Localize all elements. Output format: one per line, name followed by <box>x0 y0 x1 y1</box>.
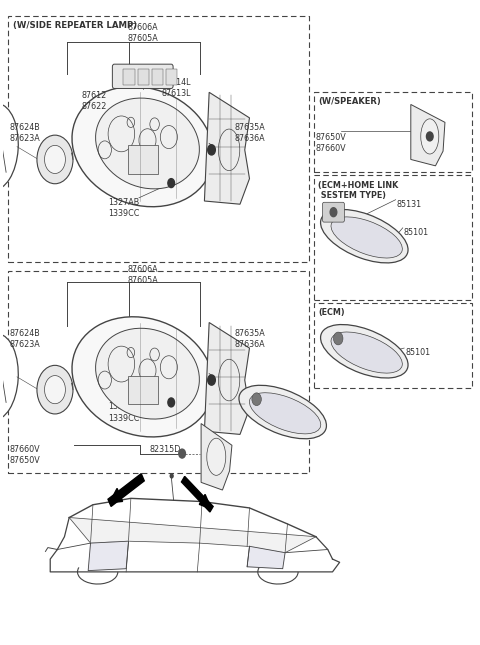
FancyBboxPatch shape <box>137 68 149 85</box>
Ellipse shape <box>0 104 18 190</box>
Polygon shape <box>109 488 122 503</box>
Text: 85101: 85101 <box>405 348 430 357</box>
Text: (W/SIDE REPEATER LAMP): (W/SIDE REPEATER LAMP) <box>13 21 137 30</box>
Circle shape <box>252 393 261 406</box>
Ellipse shape <box>0 333 18 420</box>
Ellipse shape <box>96 98 199 189</box>
Circle shape <box>170 474 173 478</box>
FancyBboxPatch shape <box>166 68 178 85</box>
Text: 85131: 85131 <box>396 200 422 209</box>
Text: 1327AB
1339CC: 1327AB 1339CC <box>108 198 140 218</box>
Polygon shape <box>247 546 285 569</box>
Ellipse shape <box>331 217 402 258</box>
Text: 85101: 85101 <box>254 393 279 402</box>
Text: (W/SPEAKER): (W/SPEAKER) <box>318 97 381 106</box>
Bar <box>313 92 472 172</box>
FancyBboxPatch shape <box>323 203 344 222</box>
Polygon shape <box>204 92 250 204</box>
Polygon shape <box>69 517 316 553</box>
Text: (ECM): (ECM) <box>318 308 345 317</box>
Circle shape <box>37 135 73 184</box>
Text: 87650V
87660V: 87650V 87660V <box>316 133 347 153</box>
Polygon shape <box>108 473 144 506</box>
FancyBboxPatch shape <box>128 375 158 404</box>
Text: 87606A
87605A: 87606A 87605A <box>127 265 158 285</box>
Ellipse shape <box>207 438 226 475</box>
Text: 87624B
87623A: 87624B 87623A <box>10 329 41 349</box>
Ellipse shape <box>321 210 408 263</box>
Text: 87612
87622: 87612 87622 <box>81 91 107 111</box>
Text: 87660V
87650V: 87660V 87650V <box>10 445 41 466</box>
Text: 1327AB
1339CC: 1327AB 1339CC <box>108 402 140 422</box>
Text: 87635A
87636A: 87635A 87636A <box>234 123 265 143</box>
Ellipse shape <box>321 324 408 378</box>
Ellipse shape <box>421 119 439 154</box>
Polygon shape <box>88 541 129 571</box>
Circle shape <box>168 179 175 188</box>
Polygon shape <box>411 104 445 166</box>
Ellipse shape <box>72 317 214 437</box>
FancyBboxPatch shape <box>152 68 163 85</box>
Ellipse shape <box>331 332 402 373</box>
Circle shape <box>208 375 216 385</box>
Circle shape <box>330 208 337 217</box>
FancyBboxPatch shape <box>128 145 158 174</box>
Circle shape <box>179 449 185 458</box>
FancyBboxPatch shape <box>112 64 173 88</box>
Ellipse shape <box>250 393 321 434</box>
Circle shape <box>426 132 433 141</box>
Polygon shape <box>204 322 250 434</box>
Text: (ECM+HOME LINK
 SESTEM TYPE): (ECM+HOME LINK SESTEM TYPE) <box>318 181 398 200</box>
Circle shape <box>45 375 65 404</box>
FancyBboxPatch shape <box>123 68 135 85</box>
Bar <box>313 175 472 300</box>
Ellipse shape <box>72 86 214 207</box>
Circle shape <box>334 332 343 345</box>
Circle shape <box>45 145 65 174</box>
Ellipse shape <box>239 385 326 439</box>
Ellipse shape <box>96 328 199 419</box>
Text: 87606A
87605A: 87606A 87605A <box>127 23 158 43</box>
Bar <box>8 15 309 262</box>
Bar <box>313 303 472 388</box>
Polygon shape <box>181 477 213 512</box>
Text: 87614L
87613L: 87614L 87613L <box>162 78 191 98</box>
Text: 87624B
87623A: 87624B 87623A <box>10 123 41 143</box>
Circle shape <box>37 365 73 414</box>
Circle shape <box>208 144 216 155</box>
Text: 87635A
87636A: 87635A 87636A <box>234 329 265 349</box>
Polygon shape <box>201 424 232 490</box>
Bar <box>8 272 309 473</box>
Polygon shape <box>199 494 212 509</box>
Text: 85101: 85101 <box>404 228 429 237</box>
Text: 82315D: 82315D <box>150 445 181 454</box>
Circle shape <box>168 398 175 407</box>
